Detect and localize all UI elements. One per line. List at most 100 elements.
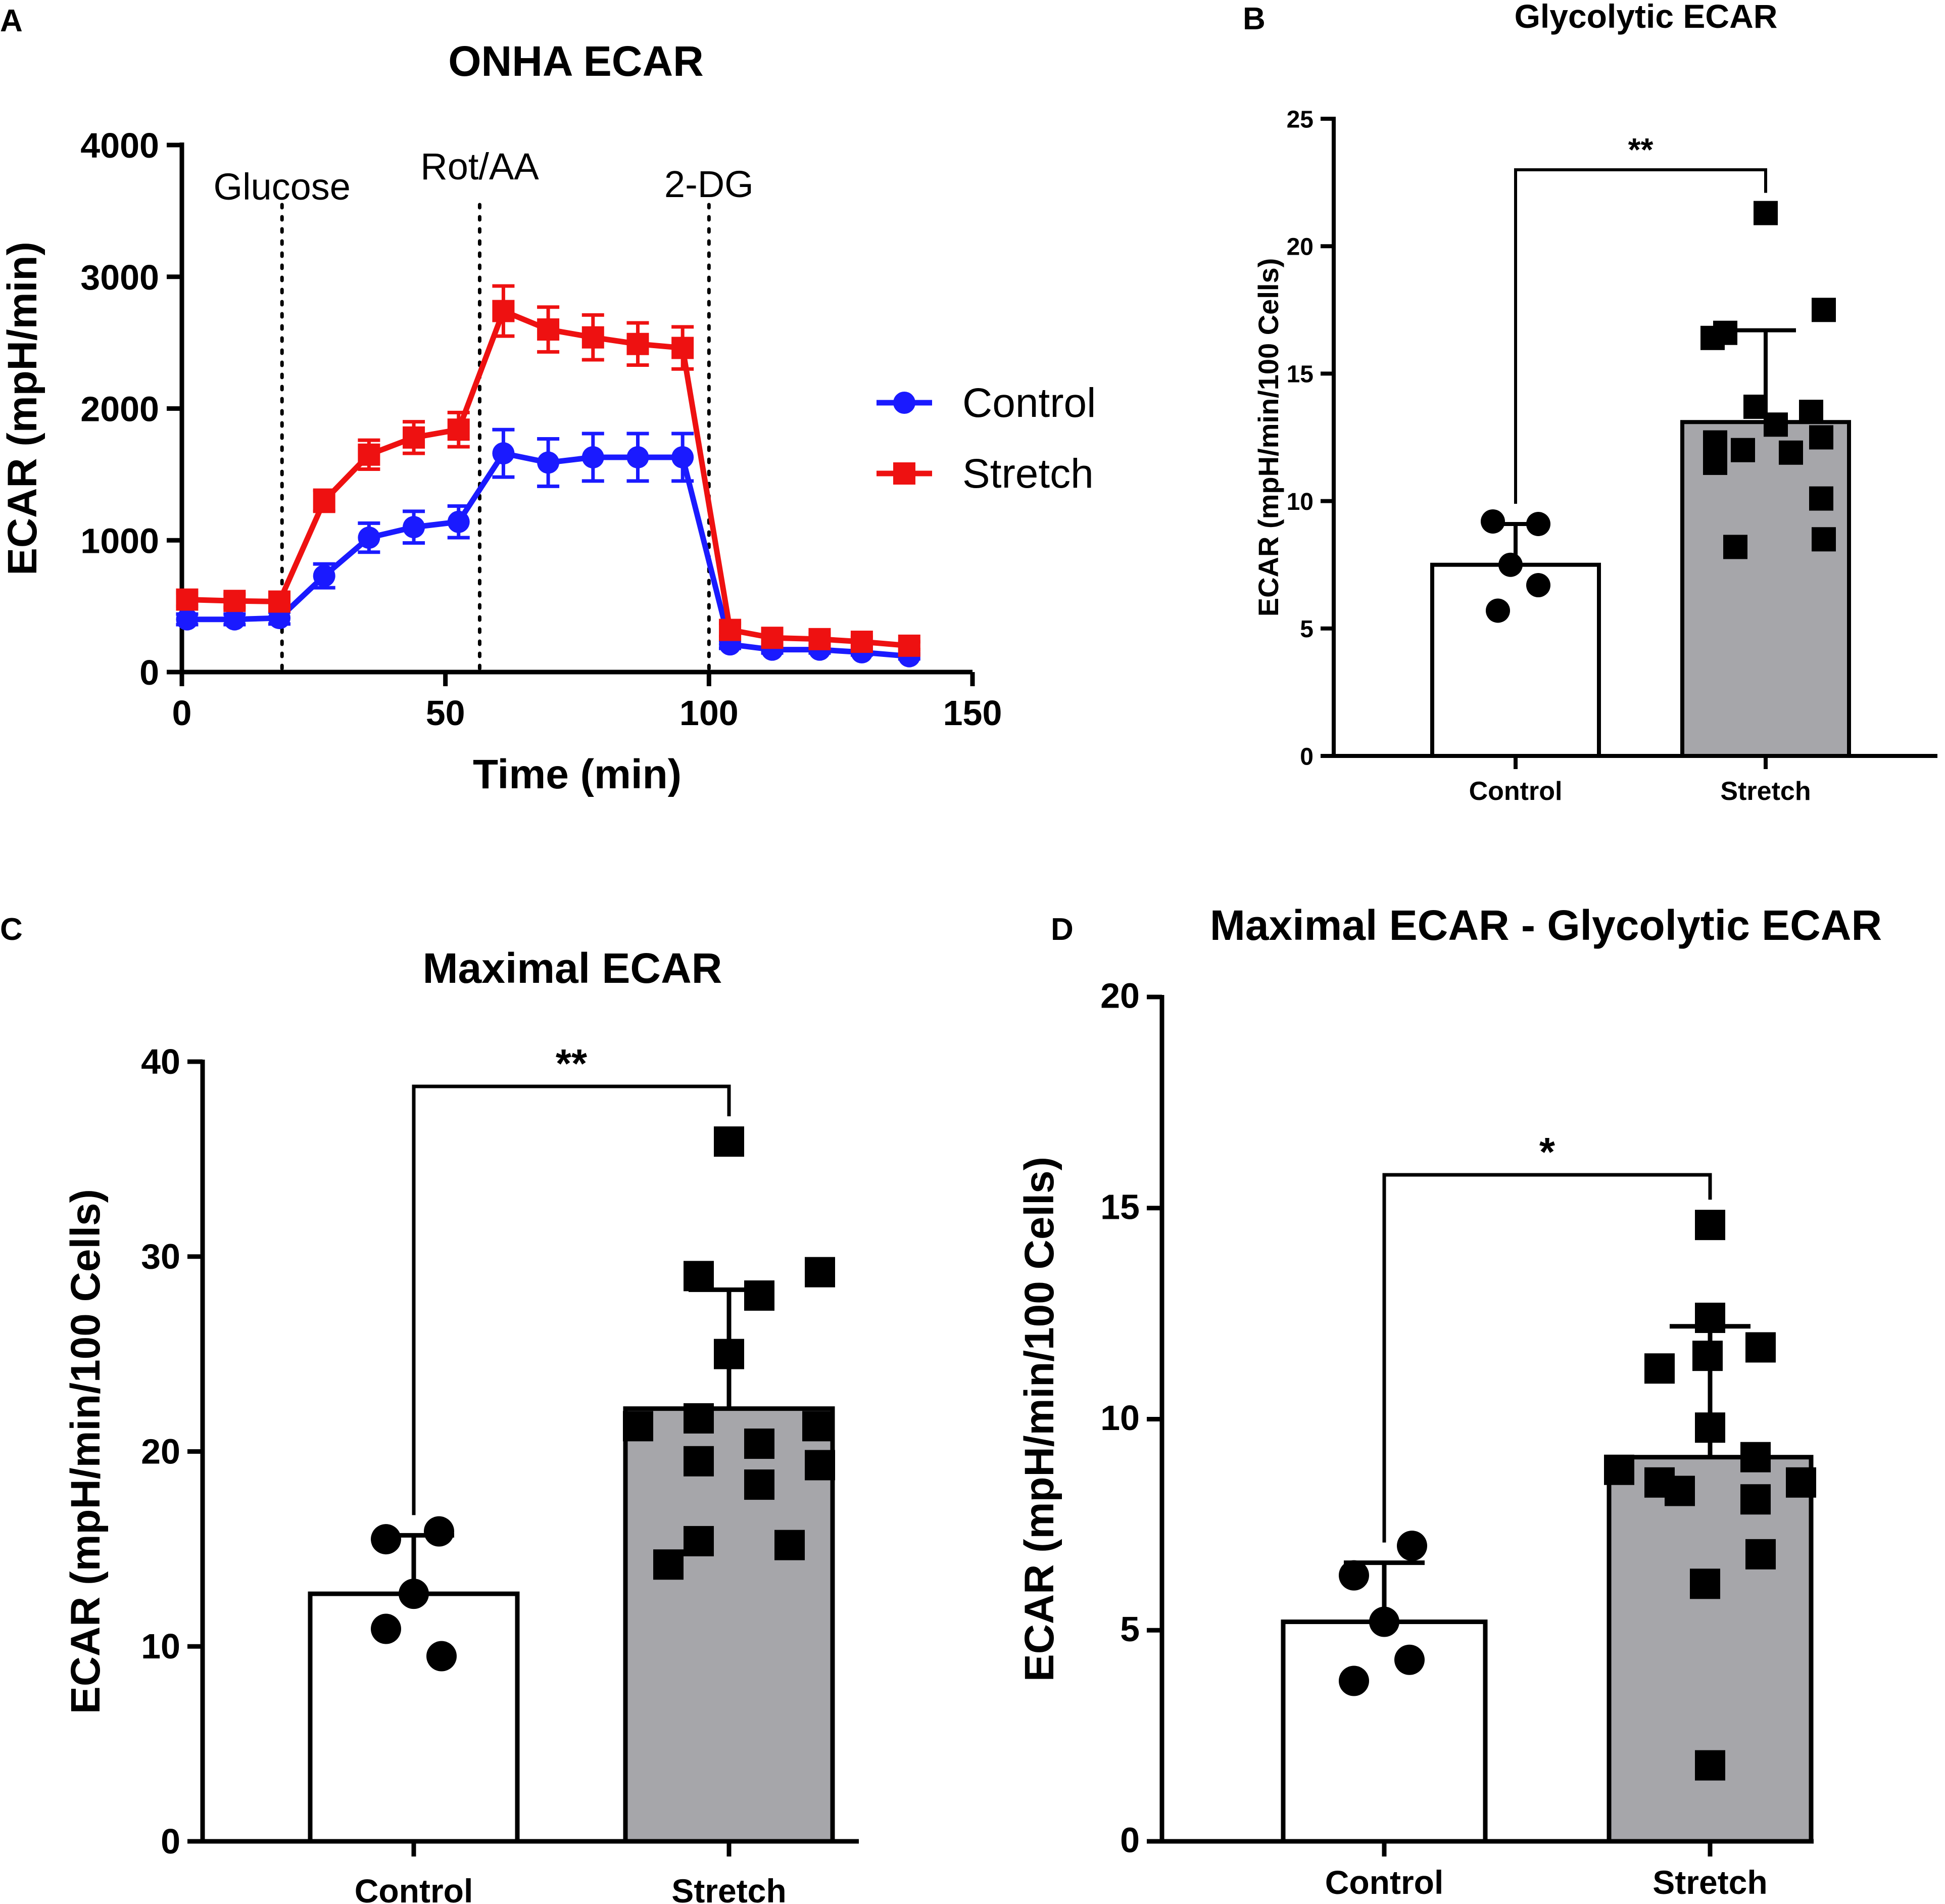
- data-point: [537, 318, 560, 341]
- data-point: [1339, 1560, 1369, 1591]
- panel-a: A ONHA ECAR 0 1000 2000 3000 4000 0 50 100 150 Time…: [0, 4, 1096, 797]
- data-point: [719, 618, 742, 641]
- y-tick-label: 10: [141, 1627, 180, 1666]
- data-point: [684, 1403, 714, 1434]
- data-point: [371, 1524, 401, 1555]
- data-point: [1481, 509, 1505, 534]
- y-tick-label: 20: [1287, 233, 1314, 260]
- data-point: [1723, 535, 1747, 559]
- y-tick-label: 15: [1287, 361, 1314, 388]
- data-point: [399, 1579, 429, 1609]
- data-point: [714, 1126, 744, 1157]
- significance-label: **: [556, 1041, 588, 1086]
- chart-title: ONHA ECAR: [448, 37, 704, 85]
- y-tick-label: 20: [141, 1432, 180, 1471]
- significance-bracket: [1382, 1173, 1712, 1543]
- panel-c: C Maximal ECAR 0 10 20 30 40 ECAR (mpH/min/100 …: [0, 912, 859, 1904]
- panel-b: B Glycolytic ECAR 0 5 10 15 20 25 ECAR (mpH/min/…: [1243, 0, 1937, 806]
- significance-bracket: [412, 1084, 731, 1515]
- data-point: [1812, 298, 1836, 322]
- data-point: [744, 1280, 774, 1311]
- data-point: [268, 590, 291, 613]
- bar: [1281, 1620, 1488, 1844]
- data-point: [671, 446, 694, 468]
- data-point: [684, 1261, 714, 1292]
- data-point: [761, 627, 784, 649]
- data-point: [1644, 1353, 1675, 1384]
- data-point: [1703, 430, 1727, 455]
- chart-title: Maximal ECAR: [423, 944, 722, 992]
- data-point: [1731, 438, 1755, 462]
- data-point: [850, 631, 873, 653]
- y-axis-label: ECAR (mpH/min): [0, 242, 45, 576]
- significance-bracket: [1514, 168, 1767, 504]
- injection-label: Glucose: [213, 166, 350, 208]
- y-tick-label: 1000: [80, 521, 159, 560]
- data-point: [1498, 552, 1523, 577]
- y-axis-label: ECAR (mpH/min/100 Cells): [63, 1189, 109, 1714]
- panel-letter: D: [1051, 912, 1074, 947]
- data-point: [684, 1446, 714, 1477]
- data-point: [1754, 201, 1778, 225]
- legend-marker: [893, 392, 915, 414]
- x-tick-label: Control: [1469, 777, 1563, 806]
- y-tick-label: 20: [1100, 976, 1140, 1016]
- data-point: [1604, 1454, 1634, 1485]
- data-point: [1779, 440, 1803, 465]
- y-tick-label: 5: [1120, 1609, 1140, 1649]
- y-tick-label: 4000: [80, 126, 159, 165]
- data-point: [684, 1526, 714, 1556]
- legend-marker: [893, 462, 915, 485]
- bar-group-control: Control: [1281, 1531, 1488, 1901]
- data-point: [371, 1613, 401, 1644]
- data-point: [1690, 1568, 1720, 1599]
- data-point: [653, 1549, 684, 1580]
- data-point: [1745, 1332, 1776, 1363]
- data-point: [626, 332, 649, 355]
- data-point: [1692, 1341, 1723, 1371]
- data-point: [1809, 486, 1833, 511]
- bar: [308, 1591, 520, 1844]
- data-point: [623, 1411, 653, 1442]
- data-point: [714, 1339, 744, 1369]
- data-point: [1665, 1475, 1695, 1506]
- y-tick-label: 5: [1300, 616, 1314, 643]
- data-point: [1740, 1484, 1771, 1515]
- x-tick-label: Stretch: [671, 1872, 786, 1904]
- data-point: [223, 608, 246, 631]
- x-axis-label: Time (min): [473, 751, 682, 797]
- data-point: [1812, 527, 1836, 552]
- bar-group-stretch: Stretch: [1604, 1210, 1816, 1901]
- injection-label: 2-DG: [664, 163, 754, 205]
- legend: Control Stretch: [877, 380, 1096, 497]
- significance-label: **: [1628, 131, 1654, 168]
- data-point: [176, 608, 199, 631]
- bar-group-stretch: Stretch: [1680, 201, 1851, 806]
- data-point: [1764, 412, 1788, 437]
- y-tick-label: 0: [1120, 1821, 1140, 1860]
- data-point: [1526, 573, 1550, 598]
- data-point: [1695, 1412, 1725, 1443]
- data-point: [1526, 511, 1550, 536]
- data-point: [626, 446, 649, 468]
- data-point: [1695, 1302, 1725, 1333]
- bar: [1430, 562, 1601, 758]
- data-point: [805, 1257, 835, 1288]
- data-point: [1745, 1539, 1776, 1569]
- data-point: [1397, 1531, 1427, 1561]
- significance-label: *: [1539, 1129, 1555, 1174]
- y-tick-label: 0: [161, 1822, 180, 1861]
- data-point: [403, 516, 425, 539]
- panel-letter: A: [0, 4, 23, 38]
- y-tick-label: 30: [141, 1237, 180, 1276]
- y-tick-label: 2000: [80, 390, 159, 429]
- x-tick-label: Stretch: [1720, 777, 1811, 806]
- chart-title: Maximal ECAR - Glycolytic ECAR: [1210, 901, 1882, 949]
- data-point: [313, 490, 335, 512]
- data-point: [313, 564, 335, 587]
- data-point: [808, 628, 831, 650]
- data-point: [1809, 425, 1833, 450]
- data-point: [1695, 1210, 1725, 1241]
- x-tick-label: 0: [172, 693, 192, 733]
